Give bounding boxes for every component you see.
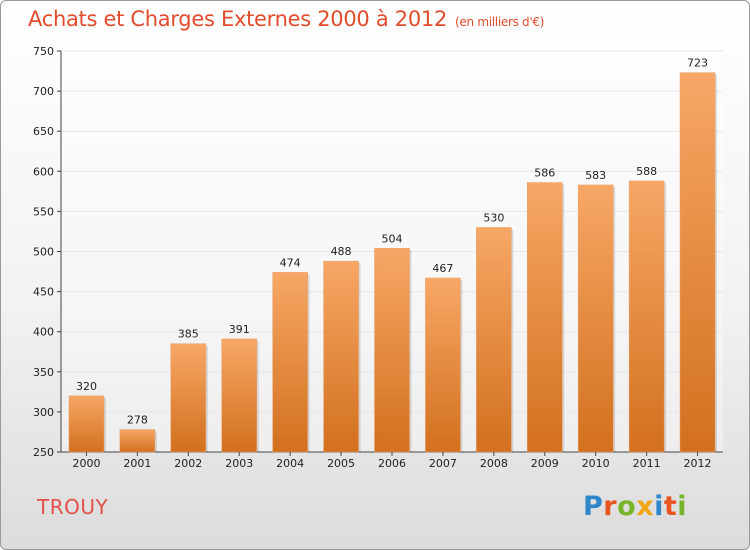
x-tick-label-2002: 2002: [174, 457, 202, 470]
y-tick-label-750: 750: [33, 45, 54, 58]
plot-area: 250 300 350 400 450 500 550 600 650 700 750 320 2000…: [33, 45, 723, 470]
value-label-2012: 723: [687, 57, 708, 70]
y-tick-label-300: 300: [33, 406, 54, 419]
value-label-2006: 504: [382, 232, 403, 245]
value-label-2004: 474: [280, 256, 301, 269]
bar-2012: [679, 72, 716, 453]
x-tick-label-2010: 2010: [582, 457, 610, 470]
value-label-2001: 278: [127, 414, 148, 427]
x-tick-label-2004: 2004: [276, 457, 304, 470]
value-label-2000: 320: [76, 380, 97, 393]
bar-2005: [323, 260, 359, 453]
value-label-2007: 467: [432, 262, 453, 275]
bar-2008: [476, 227, 512, 453]
bar-2004: [272, 272, 308, 453]
bar-2007: [425, 277, 461, 453]
chart-title-text: Achats et Charges Externes 2000 à 2012: [28, 7, 448, 31]
x-tick-label-2009: 2009: [531, 457, 559, 470]
x-tick-label-2000: 2000: [72, 457, 100, 470]
x-tick-label-2008: 2008: [480, 457, 508, 470]
bar-2011: [628, 180, 665, 453]
x-tick-label-2011: 2011: [633, 457, 661, 470]
y-tick-label-550: 550: [33, 205, 54, 218]
y-tick-label-500: 500: [33, 246, 54, 259]
x-tick-label-2006: 2006: [378, 457, 406, 470]
value-label-2002: 385: [178, 328, 199, 341]
bar-2010: [577, 184, 614, 453]
y-tick-label-450: 450: [33, 286, 54, 299]
y-tick-label-250: 250: [33, 446, 54, 459]
value-label-2003: 391: [229, 323, 250, 336]
x-tick-label-2007: 2007: [429, 457, 457, 470]
x-tick-label-2001: 2001: [123, 457, 151, 470]
value-label-2010: 583: [585, 169, 606, 182]
y-tick-label-600: 600: [33, 165, 54, 178]
bar-2001: [119, 429, 156, 453]
commune-name: TROUY: [37, 495, 109, 519]
bar-2000: [68, 395, 105, 453]
x-tick-label-2005: 2005: [327, 457, 355, 470]
bar-2009: [527, 182, 563, 453]
chart-subtitle: (en milliers d'€): [455, 15, 545, 29]
value-label-2009: 586: [534, 167, 555, 180]
value-label-2008: 530: [483, 211, 504, 224]
bar-2002: [170, 343, 207, 453]
bar-2006: [374, 248, 410, 453]
y-tick-label-350: 350: [33, 366, 54, 379]
bar-2003: [221, 338, 257, 453]
value-label-2011: 588: [636, 165, 657, 178]
proxiti-logo: Proxiti: [583, 491, 688, 522]
y-tick-label-650: 650: [33, 125, 54, 138]
chart-title: Achats et Charges Externes 2000 à 2012 (e…: [28, 7, 544, 31]
y-tick-label-700: 700: [33, 85, 54, 98]
y-tick-label-400: 400: [33, 326, 54, 339]
x-tick-label-2003: 2003: [225, 457, 253, 470]
x-tick-label-2012: 2012: [684, 457, 712, 470]
value-label-2005: 488: [331, 245, 352, 258]
